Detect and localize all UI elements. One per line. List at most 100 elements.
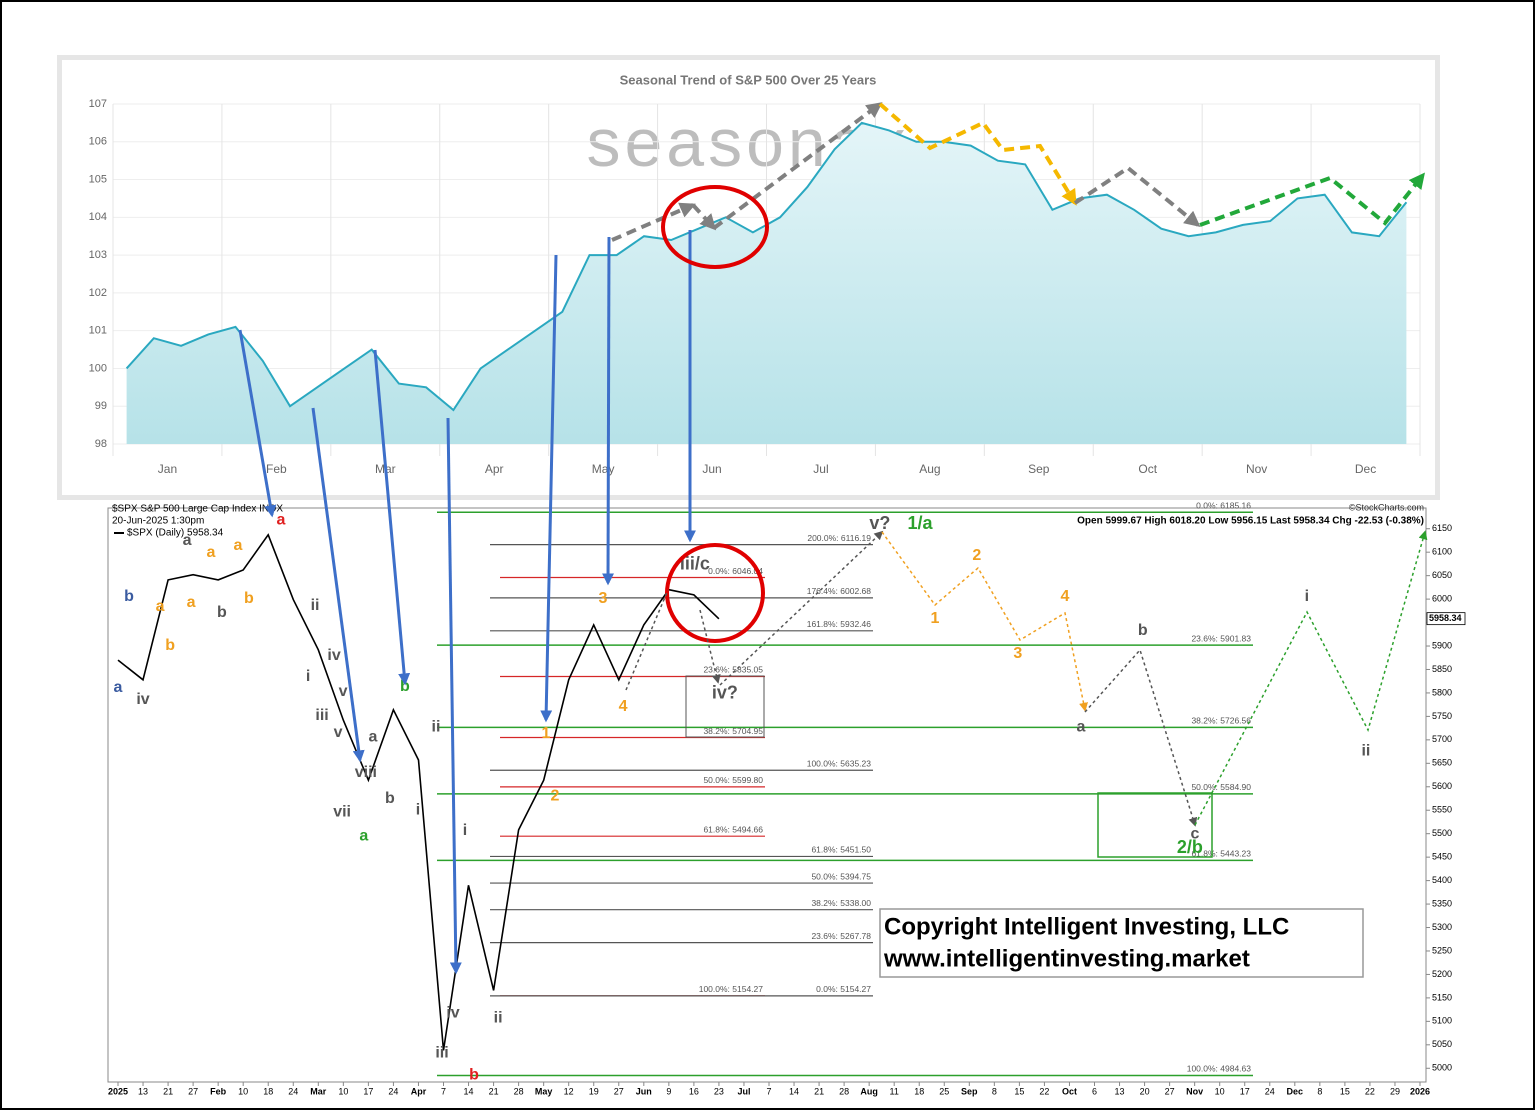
y-tick-label: 5350: [1432, 898, 1452, 908]
y-tick-label: 6100: [1432, 547, 1452, 557]
wave-label: b: [165, 637, 175, 654]
x-tick-label: 18: [263, 1086, 273, 1096]
y-tick-label: 6150: [1432, 523, 1452, 533]
x-tick-label: 8: [992, 1086, 997, 1096]
chart-title: $SPX S&P 500 Large Cap Index INDX: [112, 504, 283, 515]
wave-label: a: [359, 827, 368, 844]
x-tick-label: 17: [1240, 1086, 1250, 1096]
x-tick-label: 24: [288, 1086, 298, 1096]
gray-dash: [611, 202, 696, 242]
y-tick-label: 5750: [1432, 711, 1452, 721]
x-tick-label: 8: [1317, 1086, 1322, 1096]
fib-label: 100.0%: 5635.23: [807, 758, 872, 768]
x-tick-label: 28: [839, 1086, 849, 1096]
wave-label: c: [1190, 825, 1199, 842]
spx-chart: $SPX S&P 500 Large Cap Index INDX20-Jun-…: [107, 500, 1466, 1096]
wave-label: iv: [327, 647, 340, 664]
x-tick-label: May: [535, 1086, 553, 1096]
x-tick-label: 27: [614, 1086, 624, 1096]
fib-label: 50.0%: 5599.80: [703, 775, 763, 785]
fib-label: 23.6%: 5901.83: [1191, 633, 1251, 643]
x-tick-label: 11: [890, 1086, 899, 1096]
wave-label: a: [1077, 718, 1086, 735]
wave-label: viii: [355, 764, 377, 781]
y-tick-label: 5550: [1432, 805, 1452, 815]
wave-label: v: [334, 724, 343, 741]
y-tick-label: 106: [89, 136, 107, 148]
copyright: Copyright Intelligent Investing, LLC: [884, 913, 1289, 940]
y-tick-label: 102: [89, 287, 107, 299]
x-tick-label: Feb: [266, 462, 287, 476]
x-tick-label: 21: [814, 1086, 824, 1096]
x-tick-label: 24: [388, 1086, 398, 1096]
wave-label: a: [187, 594, 196, 611]
fib-label: 38.2%: 5726.56: [1191, 716, 1251, 726]
blue-arrows: [238, 230, 696, 975]
y-tick-label: 6000: [1432, 593, 1452, 603]
fib-label: 23.6%: 5835.05: [703, 665, 763, 675]
fib-label: 50.0%: 5394.75: [811, 871, 871, 881]
x-tick-label: 21: [489, 1086, 499, 1096]
copyright-bg: [879, 908, 1364, 978]
website: www.intelligentinvesting.market: [883, 945, 1250, 972]
y-tick-label: 5200: [1432, 969, 1452, 979]
wave-label: a: [368, 728, 377, 745]
x-tick-label: 10: [338, 1086, 348, 1096]
y-tick-label: 5800: [1432, 687, 1452, 697]
wave-label: 1/a: [907, 513, 933, 533]
x-tick-label: Apr: [485, 462, 504, 476]
x-tick-label: 18: [914, 1086, 924, 1096]
x-tick-label: 27: [188, 1086, 198, 1096]
y-tick-label: 5050: [1432, 1039, 1452, 1049]
wave-label: a: [233, 537, 242, 554]
y-tick-label: 107: [89, 98, 107, 110]
wave-label: a: [277, 512, 286, 529]
projection: [699, 609, 721, 684]
area: [126, 122, 1407, 445]
x-tick-label: Dec: [1287, 1086, 1304, 1096]
y-tick-label: 5600: [1432, 781, 1452, 791]
wave-label: a: [156, 598, 165, 615]
x-tick-label: 21: [163, 1086, 173, 1096]
x-tick-label: 25: [939, 1086, 949, 1096]
projection: [719, 530, 884, 686]
wave-label: ii: [432, 718, 441, 735]
y-tick-label: 100: [89, 362, 107, 374]
x-tick-label: Sep: [1028, 462, 1050, 476]
y-tick-label: 101: [89, 325, 107, 337]
y-tick-label: 5250: [1432, 945, 1452, 955]
wave-label: a: [114, 679, 123, 696]
wave-label: b: [124, 588, 134, 605]
date: 20-Jun-2025 1:30pm: [112, 516, 204, 527]
wave-label: v: [339, 683, 348, 700]
fib-label: 50.0%: 5584.90: [1191, 782, 1251, 792]
wave-label: iii: [315, 707, 328, 724]
chart-title: Seasonal Trend of S&P 500 Over 25 Years: [620, 72, 877, 87]
red-circle: [661, 185, 769, 269]
x-tick-label: Feb: [210, 1086, 227, 1096]
wave-label: b: [217, 604, 227, 621]
target-box: [1097, 792, 1213, 858]
x-tick-label: Nov: [1246, 462, 1267, 476]
wave-label: b: [244, 590, 254, 607]
projection: [1194, 530, 1428, 826]
wave-label: b: [400, 678, 410, 695]
x-tick-label: 13: [1115, 1086, 1125, 1096]
target-box: [685, 675, 765, 738]
wave-label: 1: [541, 725, 550, 742]
wave-label: vii: [333, 803, 351, 820]
wave-label: v?: [869, 513, 890, 533]
y-tick-label: 5650: [1432, 758, 1452, 768]
y-tick-label: 5150: [1432, 992, 1452, 1002]
x-tick-label: Jun: [636, 1086, 652, 1096]
plot-border: [107, 507, 1427, 1083]
x-tick-label: 19: [589, 1086, 599, 1096]
gray-dash: [691, 203, 717, 231]
x-tick-label: 23: [714, 1086, 724, 1096]
fib-label: 23.6%: 5267.78: [811, 931, 871, 941]
wave-label: 2: [550, 787, 559, 804]
fib-label: 0.0%: 6046.04: [708, 566, 763, 576]
x-tick-label: 15: [1014, 1086, 1024, 1096]
y-tick-label: 5300: [1432, 922, 1452, 932]
y-tick-label: 5500: [1432, 828, 1452, 838]
